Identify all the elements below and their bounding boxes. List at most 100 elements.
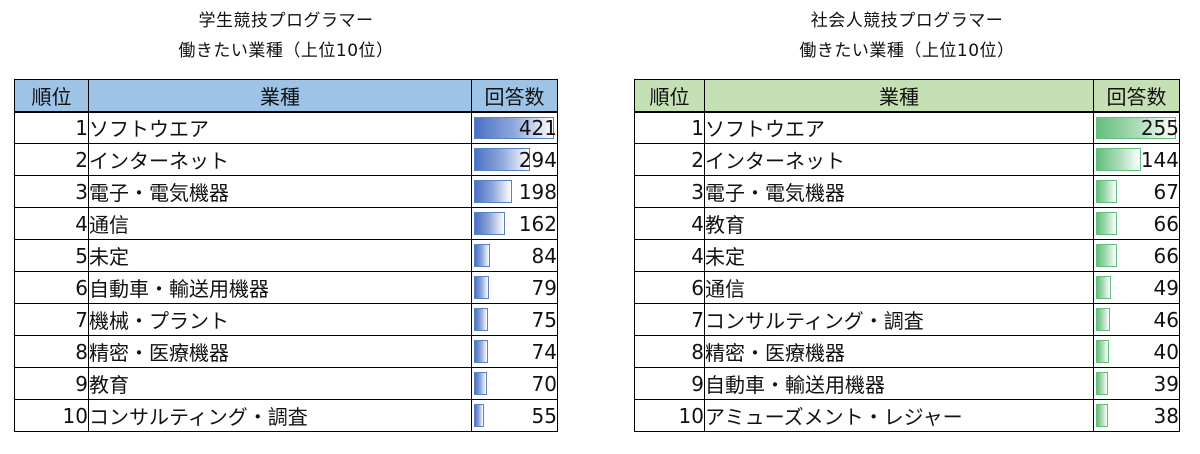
rank-cell: 9	[14, 367, 89, 400]
count-cell: 67	[1093, 175, 1180, 208]
industry-cell: ソフトウエア	[88, 110, 472, 144]
industry-cell: コンサルティング・調査	[704, 303, 1094, 336]
data-bar	[474, 116, 554, 139]
table-row: 6 通信 49	[634, 271, 1180, 304]
rank-cell: 7	[14, 303, 89, 336]
industry-cell: 精密・医療機器	[88, 335, 472, 368]
count-cell: 40	[1093, 335, 1180, 368]
rank-cell: 3	[634, 175, 705, 208]
data-bar	[474, 372, 487, 395]
data-bar	[474, 180, 512, 203]
data-bar	[1096, 340, 1109, 363]
count-cell: 49	[1093, 271, 1180, 304]
rank-cell: 4	[634, 207, 705, 240]
count-value: 74	[531, 339, 557, 364]
rank-cell: 5	[14, 239, 89, 272]
industry-cell: 教育	[88, 367, 472, 400]
working-ranking-panel: 社会人競技プログラマー 働きたい業種（上位10位） 順位 業種 回答数 1 ソフト…	[634, 0, 1180, 432]
count-value: 46	[1153, 307, 1179, 332]
count-value: 39	[1153, 371, 1179, 396]
student-ranking-panel: 学生競技プログラマー 働きたい業種（上位10位） 順位 業種 回答数 1 ソフトウ…	[14, 0, 558, 432]
industry-cell: 未定	[704, 239, 1094, 272]
data-bar	[474, 148, 530, 171]
count-cell: 55	[471, 399, 558, 432]
industry-cell: コンサルティング・調査	[88, 399, 472, 432]
industry-cell: 教育	[704, 207, 1094, 240]
count-cell: 79	[471, 271, 558, 304]
industry-cell: 自動車・輸送用機器	[88, 271, 472, 304]
ranking-body: 1 ソフトウエア 421 2 インターネット 294 3 電子・電気機器 198 4 通信 162 5 未…	[14, 110, 558, 432]
count-cell: 294	[471, 143, 558, 176]
table-row: 10 アミューズメント・レジャー 38	[634, 399, 1180, 432]
count-cell: 84	[471, 239, 558, 272]
table-row: 2 インターネット 144	[634, 143, 1180, 176]
count-cell: 255	[1093, 110, 1180, 144]
header-industry: 業種	[88, 79, 472, 112]
chart-title: 社会人競技プログラマー 働きたい業種（上位10位）	[634, 6, 1180, 66]
count-value: 79	[531, 275, 557, 300]
count-cell: 66	[1093, 207, 1180, 240]
header-industry: 業種	[704, 79, 1094, 112]
count-cell: 198	[471, 175, 558, 208]
count-value: 66	[1153, 211, 1179, 236]
rank-cell: 4	[14, 207, 89, 240]
count-value: 75	[531, 307, 557, 332]
rank-cell: 10	[14, 399, 89, 432]
count-value: 40	[1153, 339, 1179, 364]
count-value: 144	[1140, 147, 1179, 172]
count-cell: 74	[471, 335, 558, 368]
industry-cell: アミューズメント・レジャー	[704, 399, 1094, 432]
table-row: 8 精密・医療機器 74	[14, 335, 558, 368]
table-row: 10 コンサルティング・調査 55	[14, 399, 558, 432]
count-value: 84	[531, 243, 557, 268]
header-count: 回答数	[471, 79, 558, 112]
industry-cell: ソフトウエア	[704, 110, 1094, 144]
count-cell: 46	[1093, 303, 1180, 336]
table-row: 1 ソフトウエア 255	[634, 110, 1180, 144]
rank-cell: 6	[14, 271, 89, 304]
rank-cell: 6	[634, 271, 705, 304]
data-bar	[1096, 372, 1108, 395]
count-value: 162	[518, 211, 557, 236]
count-value: 67	[1153, 179, 1179, 204]
count-value: 198	[518, 179, 557, 204]
rank-cell: 2	[14, 143, 89, 176]
table-row: 5 未定 84	[14, 239, 558, 272]
count-value: 255	[1140, 115, 1179, 140]
count-value: 421	[518, 115, 557, 140]
chart-title: 学生競技プログラマー 働きたい業種（上位10位）	[14, 6, 558, 66]
table-row: 3 電子・電気機器 198	[14, 175, 558, 208]
data-bar	[1096, 244, 1117, 267]
chart-title-line1: 社会人競技プログラマー	[810, 11, 1004, 31]
count-cell: 162	[471, 207, 558, 240]
count-cell: 144	[1093, 143, 1180, 176]
table-row: 9 教育 70	[14, 367, 558, 400]
rank-cell: 8	[634, 335, 705, 368]
industry-cell: インターネット	[704, 143, 1094, 176]
table-row: 6 自動車・輸送用機器 79	[14, 271, 558, 304]
table-row: 3 電子・電気機器 67	[634, 175, 1180, 208]
rank-cell: 1	[634, 110, 705, 144]
count-value: 38	[1153, 403, 1179, 428]
table-row: 9 自動車・輸送用機器 39	[634, 367, 1180, 400]
industry-cell: 機械・プラント	[88, 303, 472, 336]
rank-cell: 8	[14, 335, 89, 368]
industry-cell: インターネット	[88, 143, 472, 176]
rank-cell: 9	[634, 367, 705, 400]
header-row: 順位 業種 回答数	[634, 79, 1180, 112]
count-value: 49	[1153, 275, 1179, 300]
ranking-table: 順位 業種 回答数 1 ソフトウエア 421 2 インターネット 294 3 電子・電気機器 1…	[14, 79, 558, 432]
industry-cell: 通信	[704, 271, 1094, 304]
ranking-table: 順位 業種 回答数 1 ソフトウエア 255 2 インターネット 144 3 電子・電気機器 6…	[634, 79, 1180, 432]
table-row: 2 インターネット 294	[14, 143, 558, 176]
table-row: 1 ソフトウエア 421	[14, 110, 558, 144]
data-bar	[474, 404, 484, 427]
industry-cell: 未定	[88, 239, 472, 272]
header-count: 回答数	[1093, 79, 1180, 112]
chart-title-line2: 働きたい業種（上位10位）	[799, 41, 1015, 61]
data-bar	[1096, 116, 1176, 139]
industry-cell: 自動車・輸送用機器	[704, 367, 1094, 400]
industry-cell: 精密・医療機器	[704, 335, 1094, 368]
rank-cell: 4	[634, 239, 705, 272]
table-row: 4 未定 66	[634, 239, 1180, 272]
